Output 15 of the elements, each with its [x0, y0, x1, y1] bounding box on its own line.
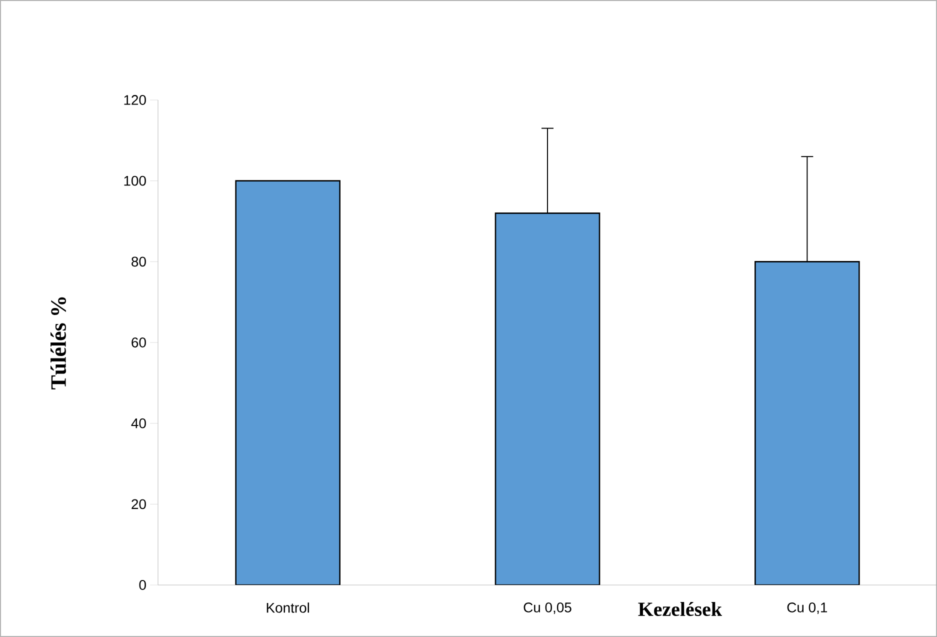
bar [235, 180, 340, 585]
x-axis-title: Kezelések [638, 602, 722, 616]
y-tick-label: 60 [132, 338, 146, 348]
x-tick-label: Kontrol [266, 602, 309, 613]
bar [494, 212, 600, 585]
y-tick-label: 0 [139, 580, 146, 590]
y-tick-label: 100 [124, 176, 146, 186]
y-tick-label: 40 [131, 418, 146, 428]
bar [754, 261, 860, 585]
x-tick-label: Cu 0,1 [787, 602, 828, 614]
y-tick-label: 20 [132, 499, 146, 510]
y-tick-label: 80 [132, 256, 146, 267]
y-tick-label: 120 [124, 95, 146, 105]
x-tick-label: Cu 0,05 [524, 602, 572, 614]
y-axis-title: Túlélés % [50, 297, 66, 390]
